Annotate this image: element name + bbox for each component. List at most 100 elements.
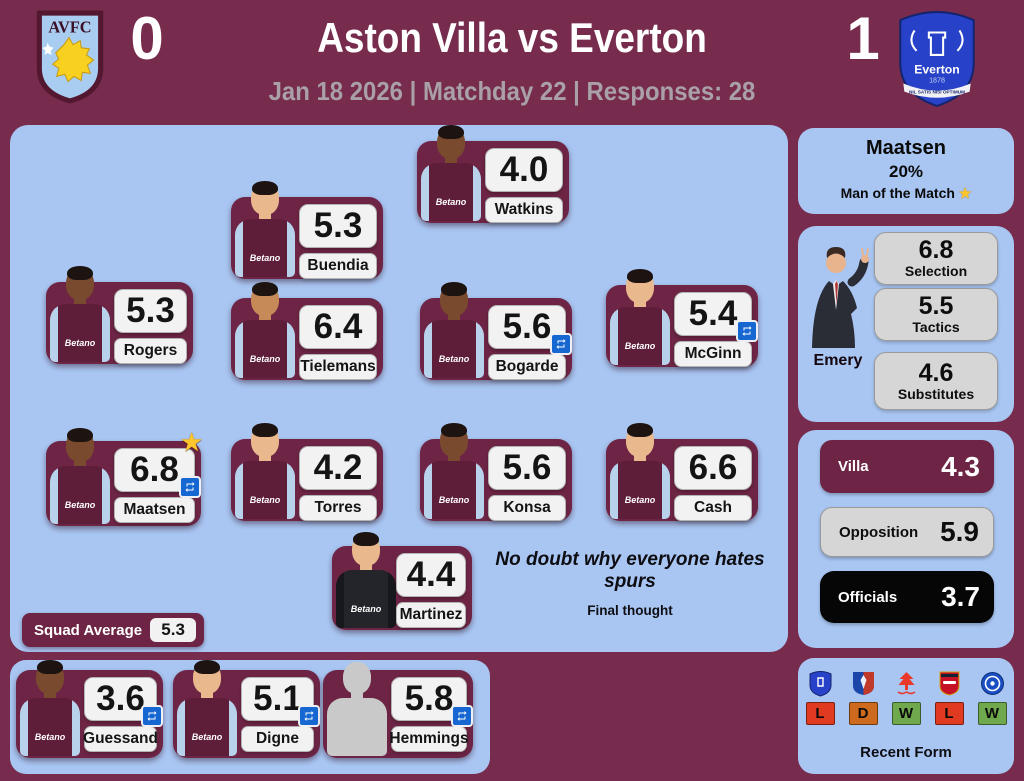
everton-mini-badge bbox=[809, 671, 831, 697]
player-rating: 6.4 bbox=[299, 305, 377, 349]
form-result: W bbox=[977, 702, 1007, 725]
form-entry-everton: L bbox=[805, 670, 835, 725]
kit-sponsor: Betano bbox=[438, 495, 470, 505]
kit-sponsor: Betano bbox=[34, 732, 66, 742]
player-rating: 3.6 bbox=[84, 677, 163, 727]
man-of-the-match-star-icon: ★ bbox=[181, 429, 202, 455]
player-name: Bogarde bbox=[488, 354, 566, 380]
squad-average: Squad Average 5.3 bbox=[22, 613, 205, 647]
final-thought-quote: No doubt why everyone hates spurs bbox=[495, 549, 765, 592]
player-name: Guessand bbox=[83, 726, 158, 752]
player-rating: 5.6 bbox=[488, 305, 572, 355]
form-result: L bbox=[805, 702, 835, 725]
everton-year-text: 1878 bbox=[929, 76, 945, 84]
player-rating: 6.6 bbox=[674, 446, 752, 490]
nottingham-forest-mini-badge bbox=[897, 672, 915, 695]
player-photo: Betano bbox=[609, 423, 671, 519]
form-result: W bbox=[891, 702, 921, 725]
player-name: Buendia bbox=[299, 253, 377, 279]
player-card-bogarde: Betano 5.6 Bogarde bbox=[420, 282, 572, 380]
player-card-mcginn: Betano 5.4 McGinn bbox=[606, 269, 758, 367]
substitution-icon bbox=[736, 320, 758, 342]
manager-rating-selection: 6.8 Selection bbox=[874, 232, 998, 285]
player-name: Maatsen bbox=[114, 497, 195, 523]
player-card-torres: Betano 4.2 Torres bbox=[231, 423, 383, 521]
kit-sponsor: Betano bbox=[191, 732, 223, 742]
everton-name-text: Everton bbox=[914, 62, 960, 76]
player-rating: 5.1 bbox=[241, 677, 320, 727]
player-name: Martinez bbox=[396, 602, 466, 628]
player-photo: Betano bbox=[176, 660, 238, 756]
player-card-cash: Betano 6.6 Cash bbox=[606, 423, 758, 521]
kit-sponsor: Betano bbox=[624, 495, 656, 505]
recent-form-panel: L D W bbox=[798, 658, 1014, 774]
player-rating: 6.8 ★ bbox=[114, 431, 202, 498]
player-rating: 5.3 bbox=[299, 204, 377, 248]
motm-label: Man of the Match ★ bbox=[840, 185, 972, 201]
player-rating: 5.3 bbox=[114, 289, 187, 333]
motm-vote-percent: 20% bbox=[888, 162, 924, 181]
player-rating: 5.8 bbox=[391, 677, 473, 727]
match-title: Aston Villa vs Everton bbox=[317, 14, 707, 61]
manager-photo bbox=[812, 247, 869, 348]
pitch-panel: Betano 4.0 Watkins Betano 5.3 Buendia Be… bbox=[10, 125, 788, 652]
recent-form-label: Recent Form bbox=[860, 744, 952, 761]
player-card-buendia: Betano 5.3 Buendia bbox=[231, 181, 383, 279]
badge-star-icon bbox=[42, 42, 54, 55]
manager-rating-substitutes: 4.6 Substitutes bbox=[874, 352, 998, 410]
manager-panel: Emery 6.8 Selection 5.5 Tactics 4.6 Subs… bbox=[798, 226, 1014, 422]
player-rating: 5.4 bbox=[674, 292, 758, 342]
player-card-watkins: Betano 4.0 Watkins bbox=[417, 125, 569, 223]
kit-sponsor: Betano bbox=[249, 354, 281, 364]
player-photo: Betano bbox=[49, 428, 111, 524]
kit-sponsor: Betano bbox=[64, 338, 96, 348]
laurel-right-icon bbox=[956, 29, 964, 52]
player-name: Cash bbox=[674, 495, 752, 521]
away-score: 1 bbox=[846, 5, 880, 72]
player-name: Rogers bbox=[114, 338, 187, 364]
kit-sponsor: Betano bbox=[350, 604, 382, 614]
player-card-martinez: Betano 4.4 Martinez bbox=[332, 532, 472, 630]
kit-sponsor: Betano bbox=[624, 341, 656, 351]
substitution-icon bbox=[451, 705, 473, 727]
everton-motto-text: NIL SATIS NISI OPTIMUM bbox=[909, 90, 965, 95]
player-card-maatsen: Betano 6.8 ★ Maatsen bbox=[46, 428, 202, 526]
player-card-digne: Betano 5.1 Digne bbox=[173, 660, 320, 758]
squad-average-value: 5.3 bbox=[150, 618, 197, 642]
team-ratings-panel: Villa 4.3 Opposition 5.9 Officials 3.7 bbox=[798, 430, 1014, 648]
kit-sponsor: Betano bbox=[64, 500, 96, 510]
player-photo: Betano bbox=[49, 266, 111, 362]
form-result: L bbox=[934, 702, 964, 725]
form-entry-nottingham-forest: W bbox=[891, 670, 921, 725]
substitution-icon bbox=[550, 333, 572, 355]
manager-name: Emery bbox=[813, 352, 863, 369]
player-rating: 4.0 bbox=[485, 148, 563, 192]
player-photo: Betano bbox=[234, 181, 296, 277]
player-card-konsa: Betano 5.6 Konsa bbox=[420, 423, 572, 521]
substitution-icon bbox=[141, 705, 163, 727]
player-photo: Betano bbox=[335, 532, 397, 628]
tower-icon bbox=[927, 31, 947, 56]
player-rating: 5.6 bbox=[488, 446, 566, 490]
form-entry-chelsea: W bbox=[977, 670, 1007, 725]
form-entry-arsenal: L bbox=[934, 670, 964, 725]
player-photo: Betano bbox=[19, 660, 81, 756]
match-subtitle: Jan 18 2026 | Matchday 22 | Responses: 2… bbox=[268, 76, 756, 106]
player-name: Watkins bbox=[485, 197, 563, 223]
manager-rating-tactics: 5.5 Tactics bbox=[874, 288, 998, 341]
villa-lion-icon bbox=[51, 36, 95, 83]
player-photo: Betano bbox=[609, 269, 671, 365]
chelsea-mini-badge bbox=[980, 672, 1004, 695]
avfc-text: AVFC bbox=[48, 17, 91, 36]
kit-sponsor: Betano bbox=[249, 495, 281, 505]
player-photo-silhouette bbox=[326, 660, 388, 756]
home-score: 0 bbox=[130, 5, 164, 72]
player-photo: Betano bbox=[420, 125, 482, 221]
kit-sponsor: Betano bbox=[435, 197, 467, 207]
player-name: Tielemans bbox=[299, 354, 377, 380]
motm-player-name: Maatsen bbox=[865, 137, 947, 159]
rating-row-villa: Villa 4.3 bbox=[820, 440, 994, 493]
kit-sponsor: Betano bbox=[438, 354, 470, 364]
man-of-the-match-panel: Maatsen 20% Man of the Match ★ bbox=[798, 128, 1014, 214]
everton-badge: Everton 1878 NIL SATIS NISI OPTIMUM bbox=[899, 11, 975, 107]
